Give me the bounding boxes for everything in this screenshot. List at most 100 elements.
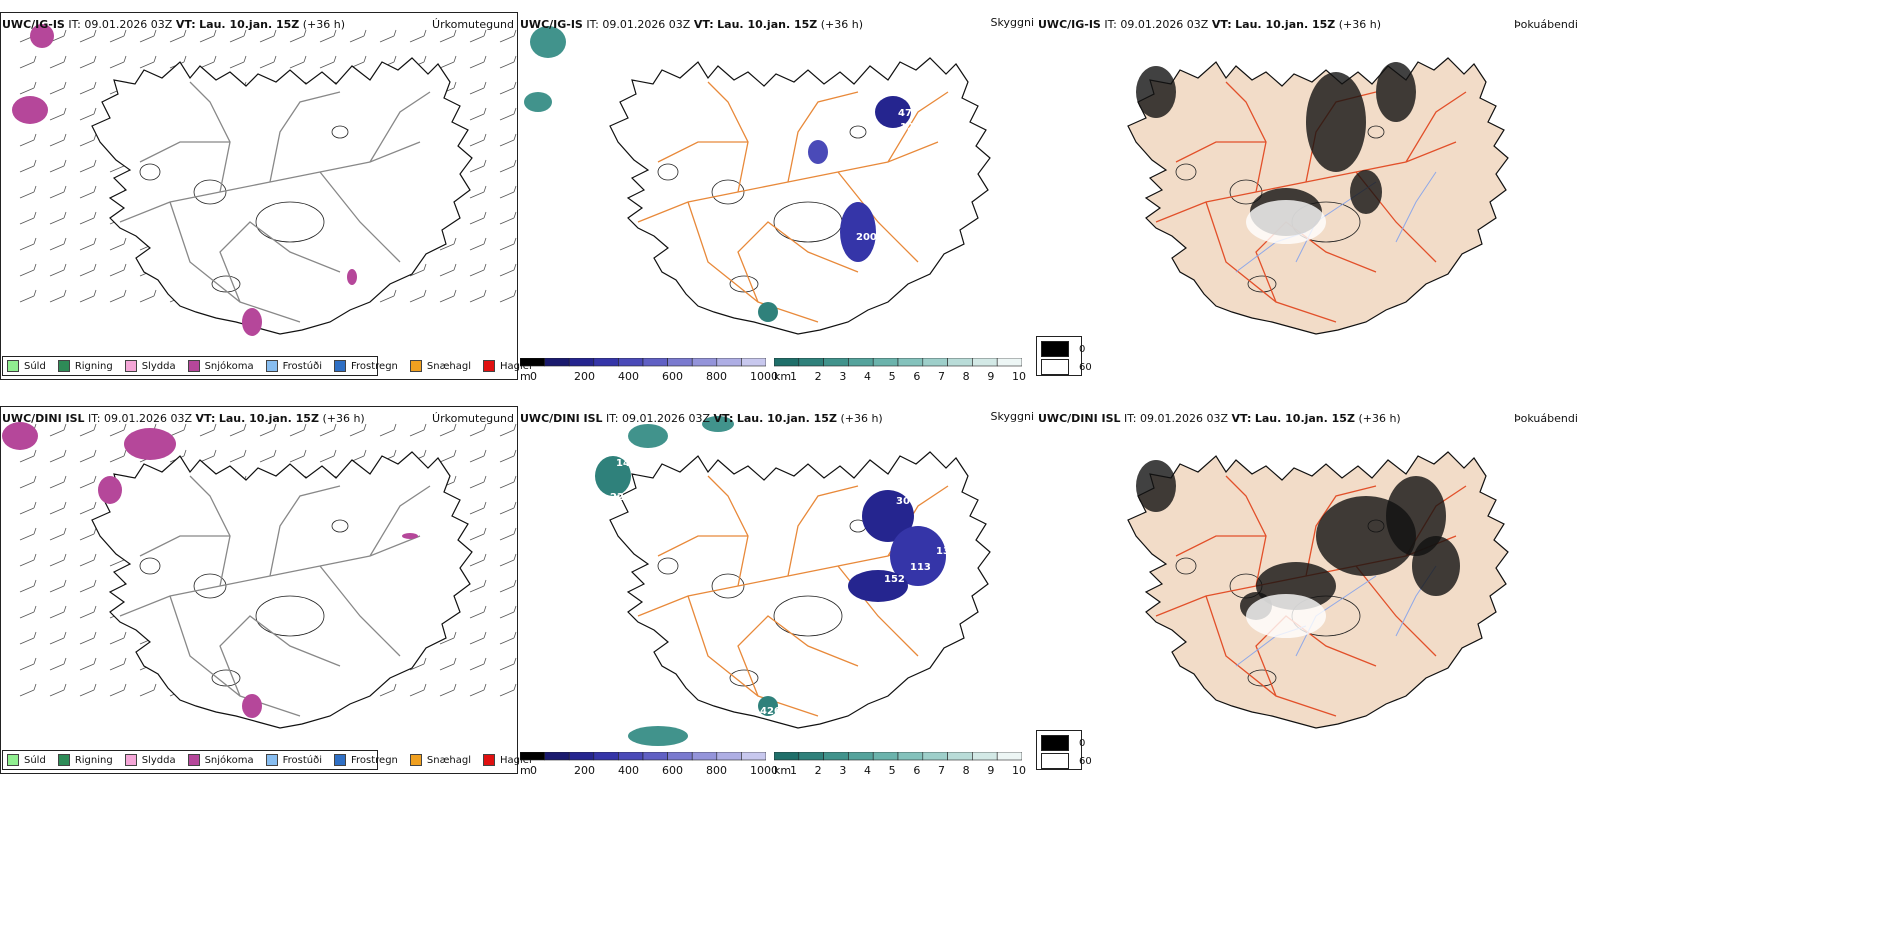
road-line <box>169 595 301 717</box>
visibility-map <box>595 416 991 746</box>
wind-barb <box>19 689 35 697</box>
colorbar-bin <box>741 752 766 761</box>
wind-barb-flag <box>93 29 97 37</box>
legend-swatch <box>124 754 137 766</box>
wind-barb <box>439 295 455 303</box>
wind-barb <box>319 61 335 69</box>
colorbar-tick: 10 <box>1012 764 1026 777</box>
wind-barb-flag <box>513 133 517 141</box>
wind-barb <box>499 481 515 489</box>
title-lead: (+36 h) <box>322 412 365 425</box>
wind-barb-flag <box>123 55 127 63</box>
wind-barb <box>19 295 35 303</box>
colorbar-bin <box>897 358 924 367</box>
colorbar-bin <box>947 752 973 761</box>
colorbar-tick: 800 <box>706 764 727 777</box>
wind-barb <box>469 689 485 697</box>
wind-barb <box>259 61 275 69</box>
colorbar-bin <box>848 752 874 761</box>
wind-barb-flag <box>33 631 37 639</box>
wind-barb-flag <box>483 107 487 115</box>
visibility-value: 200 <box>856 232 877 243</box>
legend-swatch <box>483 754 496 766</box>
wind-barb-flag <box>423 449 427 457</box>
fog-index-panel: UWC/IG-IS IT: 09.01.2026 03Z VT: Lau. 10… <box>1036 12 1578 380</box>
wind-barb-flag <box>453 683 457 691</box>
legend-label: Rigning <box>74 360 113 372</box>
visibility-value: 30 <box>896 496 910 507</box>
legend-item: Rigning <box>57 754 113 766</box>
snow-area <box>30 24 54 48</box>
visibility-km-area <box>628 726 688 746</box>
title-vt-value: Lau. 10.jan. 15Z <box>218 412 319 425</box>
wind-barb-flag <box>513 683 517 691</box>
wind-barb-flag <box>483 237 487 245</box>
wind-barb-flag <box>513 527 517 535</box>
precip-legend: Súld Rigning Slydda Snjókoma Frostúði Frostre… <box>2 356 532 376</box>
title-vt-label: VT: <box>713 412 734 425</box>
wind-barb <box>439 689 455 697</box>
glacier-outline <box>1175 557 1197 575</box>
glacier-outline <box>729 669 759 687</box>
wind-barb-flag <box>483 289 487 297</box>
colorbar-unit: m <box>520 370 531 383</box>
wind-barb <box>439 61 455 69</box>
glacier-outline <box>139 163 161 181</box>
wind-barb-flag <box>483 683 487 691</box>
road-line <box>837 171 919 263</box>
wind-barb <box>409 295 425 303</box>
wind-barb <box>19 663 35 671</box>
wind-barb-flag <box>483 55 487 63</box>
wind-barb <box>79 139 95 147</box>
visibility-km-area <box>702 416 734 432</box>
colorbar-bin <box>848 358 874 367</box>
wind-barb <box>439 637 455 645</box>
wind-barb <box>19 139 35 147</box>
wind-barb <box>259 429 275 437</box>
wind-barb <box>49 507 65 515</box>
wind-barb-flag <box>93 81 97 89</box>
wind-barb <box>469 663 485 671</box>
wind-barb <box>19 165 35 173</box>
glacier-outline <box>211 669 241 687</box>
visibility-value: 149 <box>616 458 637 469</box>
legend-item: Snjókoma <box>187 754 254 766</box>
legend-label: Snjókoma <box>204 754 254 766</box>
wind-barb-flag <box>513 81 517 89</box>
wind-barb-flag <box>513 631 517 639</box>
precip-type-map <box>2 422 517 729</box>
iceland-coastline <box>91 451 473 729</box>
precip-legend: Súld Rigning Slydda Snjókoma Frostúði Frostre… <box>2 750 532 770</box>
glacier-outline <box>331 125 349 139</box>
wind-barb-flag <box>513 657 517 665</box>
wind-barb <box>379 35 395 43</box>
visibility-value: 6 <box>878 248 885 259</box>
legend-swatch <box>7 360 19 372</box>
wind-barb <box>49 429 65 437</box>
colorbar-bin <box>798 752 824 761</box>
colorbar-bin <box>741 358 766 367</box>
title-it-value: 09.01.2026 03Z <box>84 18 173 31</box>
colorbar-tick: 0 <box>530 370 537 383</box>
title-lead: (+36 h) <box>1358 412 1401 425</box>
wind-barb <box>469 585 485 593</box>
wind-barb <box>49 533 65 541</box>
legend-item: Súld <box>7 360 46 372</box>
wind-barb <box>109 165 125 173</box>
legend-swatch <box>57 754 70 766</box>
colorbar-bin <box>520 358 545 367</box>
colorbar-bin <box>823 752 849 761</box>
title-model: UWC/DINI ISL <box>1038 412 1121 425</box>
wind-barb <box>319 455 335 463</box>
title-vt-value: Lau. 10.jan. 15Z <box>736 412 837 425</box>
colorbar-bin <box>947 358 973 367</box>
wind-barb <box>19 481 35 489</box>
fog-key: 0 60 <box>1036 730 1092 770</box>
colorbar-bin <box>774 358 800 367</box>
snow-area <box>124 428 176 460</box>
glacier-outline <box>193 573 227 599</box>
wind-barb <box>499 455 515 463</box>
wind-barb <box>199 35 215 43</box>
wind-barb <box>469 217 485 225</box>
title-it-label: IT: <box>88 412 101 425</box>
